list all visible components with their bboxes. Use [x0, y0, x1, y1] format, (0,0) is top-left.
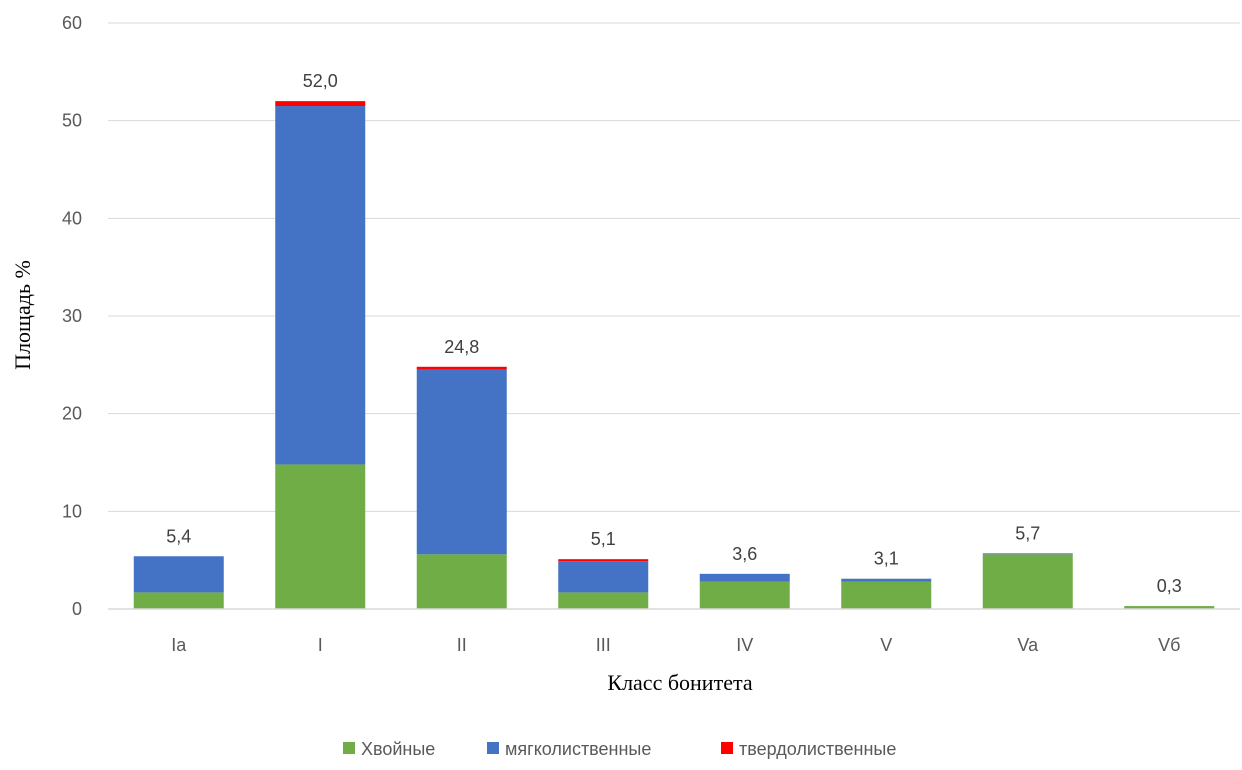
x-tick-label: II: [457, 635, 467, 655]
bar-total-label: 5,7: [1015, 523, 1040, 543]
x-tick-label: III: [596, 635, 611, 655]
y-tick-label: 20: [62, 404, 82, 424]
bar-segment: [275, 101, 366, 107]
y-tick-label: 60: [62, 13, 82, 33]
y-tick-label: 0: [72, 599, 82, 619]
y-axis-title: Площадь %: [10, 260, 35, 370]
legend-label: Хвойные: [361, 739, 435, 759]
bar-segment: [416, 554, 507, 609]
x-tick-label: V: [880, 635, 892, 655]
x-tick-label: I: [318, 635, 323, 655]
bar-segment: [133, 556, 224, 593]
x-tick-label: Vб: [1158, 635, 1180, 655]
legend-label: мягколиственные: [505, 739, 651, 759]
y-tick-label: 50: [62, 111, 82, 131]
bar-segment: [416, 369, 507, 555]
bar-segment: [982, 554, 1073, 609]
bar-total-label: 24,8: [444, 337, 479, 357]
bar-segment: [982, 553, 1073, 555]
bar-total-label: 3,1: [874, 549, 899, 569]
bar-segment: [841, 578, 932, 582]
bar-segment: [275, 464, 366, 609]
total-labels: 5,4 52,0 24,8 5,1 3,6 3,1 5,7 0,3: [166, 71, 1182, 596]
bar-segment: [558, 592, 649, 609]
bar-segment: [1124, 606, 1215, 609]
legend-swatch: [487, 742, 499, 754]
bar-segment: [558, 559, 649, 562]
bar-segment: [699, 573, 790, 582]
bar-segment: [275, 106, 366, 465]
x-axis-title: Класс бонитета: [607, 670, 752, 695]
bar-segment: [558, 561, 649, 593]
bars: [133, 101, 1215, 609]
bar-segment: [699, 581, 790, 609]
y-tick-label: 30: [62, 306, 82, 326]
legend-label: твердолиственные: [739, 739, 896, 759]
bar-total-label: 0,3: [1157, 576, 1182, 596]
y-tick-label: 10: [62, 501, 82, 521]
bar-total-label: 5,1: [591, 529, 616, 549]
legend-swatch: [721, 742, 733, 754]
bar-total-label: 3,6: [732, 544, 757, 564]
bar-segment: [133, 592, 224, 609]
legend-swatch: [343, 742, 355, 754]
x-axis-ticks: Ia I II III IV V Va Vб: [171, 635, 1180, 655]
bar-segment: [841, 581, 932, 609]
y-tick-label: 40: [62, 208, 82, 228]
bar-total-label: 52,0: [303, 71, 338, 91]
bar-segment: [416, 366, 507, 370]
x-tick-label: Va: [1017, 635, 1039, 655]
legend: Хвойные мягколиственные твердолиственные: [343, 739, 896, 759]
y-axis-ticks: 0 10 20 30 40 50 60: [62, 13, 82, 619]
x-tick-label: Ia: [171, 635, 187, 655]
bar-total-label: 5,4: [166, 526, 191, 546]
x-tick-label: IV: [736, 635, 753, 655]
